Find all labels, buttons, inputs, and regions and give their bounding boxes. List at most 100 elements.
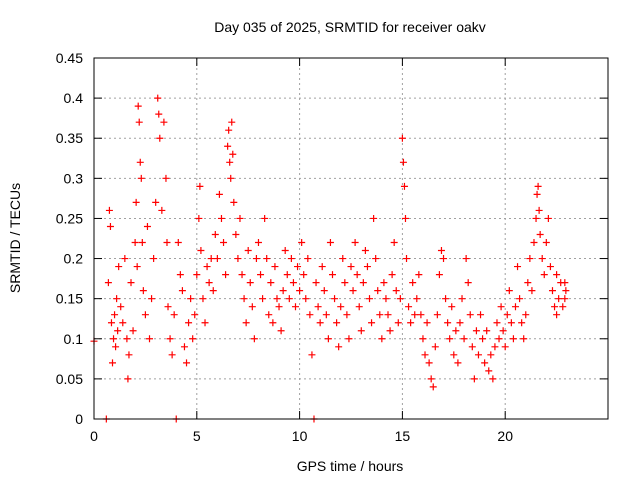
data-point [493, 319, 501, 327]
data-point [514, 263, 522, 271]
y-tick-label: 0.25 [56, 210, 83, 226]
data-point [413, 295, 421, 303]
data-point [150, 255, 158, 263]
data-point [548, 287, 556, 295]
data-point [222, 271, 230, 279]
data-point [401, 214, 409, 222]
data-point [228, 118, 236, 126]
data-point [407, 319, 415, 327]
data-point [337, 303, 345, 311]
data-point [489, 375, 497, 383]
data-point [139, 287, 147, 295]
data-point [240, 295, 248, 303]
data-point [368, 319, 376, 327]
y-tick-label: 0.4 [64, 90, 84, 106]
y-tick-label: 0.2 [64, 251, 84, 267]
data-point [349, 287, 357, 295]
data-point [520, 335, 528, 343]
data-point [250, 335, 258, 343]
data-point [225, 126, 233, 134]
data-point [226, 158, 234, 166]
data-point [562, 287, 570, 295]
data-point [359, 279, 367, 287]
data-point [162, 174, 170, 182]
data-point [123, 335, 131, 343]
data-point [289, 279, 297, 287]
data-point [312, 279, 320, 287]
data-point [464, 279, 472, 287]
data-point [542, 239, 550, 247]
data-point [119, 319, 127, 327]
data-point [386, 327, 394, 335]
data-point [131, 239, 139, 247]
y-tick-label: 0.35 [56, 130, 83, 146]
x-tick-label: 20 [497, 428, 513, 444]
plot-frame [93, 57, 609, 420]
data-point [252, 255, 260, 263]
data-point [236, 214, 244, 222]
y-tick-label: 0 [75, 411, 83, 427]
data-point [304, 255, 312, 263]
data-point [232, 230, 240, 238]
data-point [561, 279, 569, 287]
data-point [203, 263, 211, 271]
data-point [178, 287, 186, 295]
data-point [298, 239, 306, 247]
data-point [345, 335, 353, 343]
data-point [398, 134, 406, 142]
data-point [433, 311, 441, 319]
data-point [104, 279, 112, 287]
data-point [316, 319, 324, 327]
data-point [530, 239, 538, 247]
y-tick-label: 0.45 [56, 50, 83, 66]
data-point [191, 311, 199, 319]
data-point [456, 319, 464, 327]
data-point [535, 206, 543, 214]
data-point [540, 271, 548, 279]
data-point [163, 239, 171, 247]
data-point [134, 102, 142, 110]
data-point [341, 279, 349, 287]
data-point [472, 327, 480, 335]
data-point [458, 295, 466, 303]
data-point [409, 279, 417, 287]
data-point [209, 287, 217, 295]
data-point [491, 343, 499, 351]
data-point [124, 375, 132, 383]
data-point [427, 375, 435, 383]
data-point [518, 319, 526, 327]
data-point [524, 279, 532, 287]
data-point [363, 263, 371, 271]
data-point [135, 118, 143, 126]
data-point [105, 206, 113, 214]
data-point [353, 271, 361, 279]
data-point [127, 279, 135, 287]
data-point [242, 319, 250, 327]
data-point [318, 263, 326, 271]
data-point [355, 303, 363, 311]
data-point [238, 271, 246, 279]
data-point [146, 335, 154, 343]
data-point [366, 295, 374, 303]
data-point [526, 255, 534, 263]
data-point [435, 271, 443, 279]
data-point [516, 295, 524, 303]
data-point [201, 319, 209, 327]
data-point [444, 319, 452, 327]
data-point [205, 279, 213, 287]
data-point [481, 359, 489, 367]
data-point [378, 335, 386, 343]
data-point [211, 230, 219, 238]
data-point [254, 239, 262, 247]
x-tick-label: 15 [395, 428, 411, 444]
data-point [291, 303, 299, 311]
data-point [440, 255, 448, 263]
data-point [477, 311, 485, 319]
data-point [532, 214, 540, 222]
data-point [497, 303, 505, 311]
data-point [528, 287, 536, 295]
data-point [331, 295, 339, 303]
data-point [246, 279, 254, 287]
data-point [511, 303, 519, 311]
data-point [400, 182, 408, 190]
